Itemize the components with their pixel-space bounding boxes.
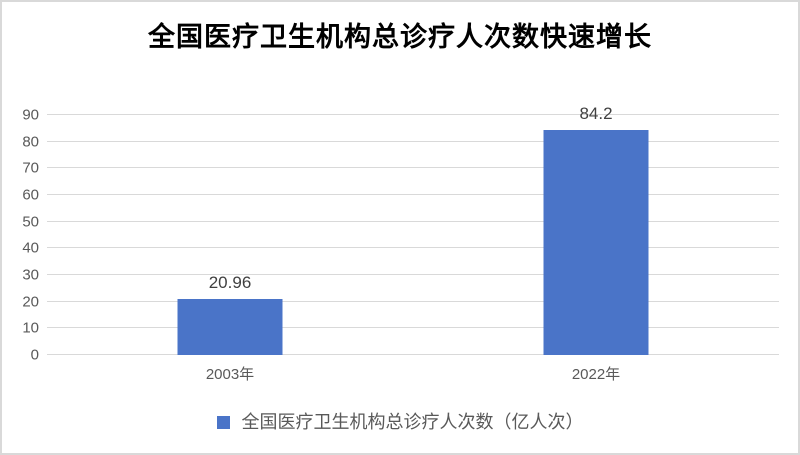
bar-value-label: 84.2 [579, 104, 613, 124]
category-slot: 20.96 2003年 [47, 115, 413, 382]
y-tick-label: 50 [22, 213, 39, 231]
gridline [47, 274, 779, 276]
y-tick-label: 60 [22, 186, 39, 204]
y-tick-label: 80 [22, 133, 39, 151]
gridline [47, 114, 779, 115]
plot-area: 20.96 2003年 84.2 2022年 [47, 105, 779, 382]
bar-value-label: 20.96 [208, 273, 252, 293]
chart-title: 全国医疗卫生机构总诊疗人次数快速增长 [148, 22, 652, 52]
y-tick-label: 10 [22, 319, 39, 337]
y-tick-label: 20 [22, 293, 39, 311]
legend-swatch-icon [216, 415, 230, 429]
legend: 全国医疗卫生机构总诊疗人次数（亿人次） [2, 409, 798, 435]
category-slot: 84.2 2022年 [413, 105, 779, 382]
bar [543, 130, 649, 355]
legend-label: 全国医疗卫生机构总诊疗人次数（亿人次） [241, 412, 584, 432]
gridline [47, 354, 779, 355]
gridline [47, 327, 779, 329]
y-tick-label: 30 [22, 266, 39, 284]
gridline [47, 194, 779, 196]
y-tick-label: 90 [22, 106, 39, 124]
gridline [47, 167, 779, 169]
y-axis: 0 10 20 30 40 50 60 70 80 90 [2, 108, 39, 363]
gridline [47, 247, 779, 249]
y-tick-label: 0 [30, 346, 39, 364]
y-tick-label: 40 [22, 239, 39, 257]
x-tick-label: 2003年 [205, 366, 255, 383]
gridline [47, 220, 779, 222]
x-tick-label: 2022年 [571, 366, 621, 383]
gridline [47, 140, 779, 142]
y-tick-label: 70 [22, 159, 39, 177]
bar [177, 299, 283, 355]
gridline [47, 300, 779, 302]
